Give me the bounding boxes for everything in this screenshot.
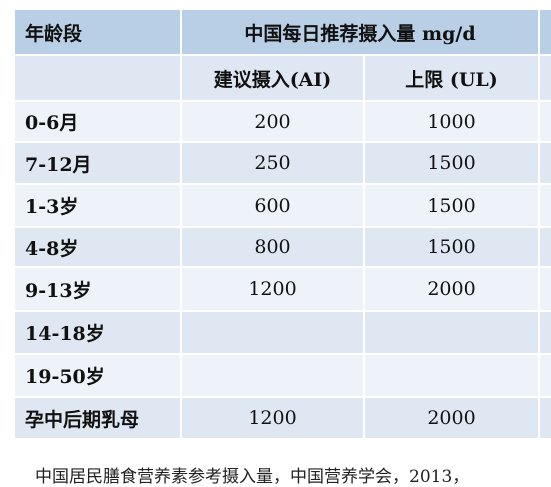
- table-cell: 1-3岁: [15, 185, 182, 228]
- table-cell: [365, 312, 540, 355]
- subheader-cell: [540, 56, 551, 102]
- header-cell: 年龄段: [15, 10, 182, 56]
- table-cell: 14-18岁: [15, 312, 182, 355]
- table-cell: 1200: [182, 398, 365, 440]
- subheader-cell: 上限 (UL): [365, 56, 540, 102]
- header-cell: 中国每日推荐摄入量 mg/d: [182, 10, 540, 56]
- table-cell: [182, 312, 365, 355]
- table-cell: 1500: [365, 185, 540, 228]
- table-cell: 800: [182, 228, 365, 268]
- table-cell: 4-8岁: [15, 228, 182, 268]
- table-cell: [540, 312, 551, 355]
- table-cell: 7-12月: [15, 143, 182, 185]
- table-cell: 0-6月: [15, 102, 182, 143]
- table-cell: 1500: [365, 143, 540, 185]
- table-cell: [540, 185, 551, 228]
- table-cell: 2000: [365, 268, 540, 312]
- table-cell: [540, 102, 551, 143]
- table-cell: [182, 355, 365, 398]
- table-cell: 2000: [365, 398, 540, 440]
- table-cell: [540, 143, 551, 185]
- table-cell: 1500: [365, 228, 540, 268]
- table-cell: 200: [182, 102, 365, 143]
- table-cell: 1200: [182, 268, 365, 312]
- table-cell: 600: [182, 185, 365, 228]
- table-cell: [540, 355, 551, 398]
- table-cell: 9-13岁: [15, 268, 182, 312]
- table-cell: 孕中后期乳母: [15, 398, 182, 440]
- header-cell: [540, 10, 551, 56]
- table-cell: [365, 355, 540, 398]
- table-cell: 1000: [365, 102, 540, 143]
- table-cell: [540, 228, 551, 268]
- table-cell: [540, 268, 551, 312]
- subheader-cell: 建议摄入(AI): [182, 56, 365, 102]
- table-cell: 250: [182, 143, 365, 185]
- footnote: 中国居民膳食营养素参考摄入量，中国营养学会，2013，: [35, 467, 470, 487]
- table-cell: [540, 398, 551, 440]
- subheader-cell: [15, 56, 182, 102]
- table-cell: 19-50岁: [15, 355, 182, 398]
